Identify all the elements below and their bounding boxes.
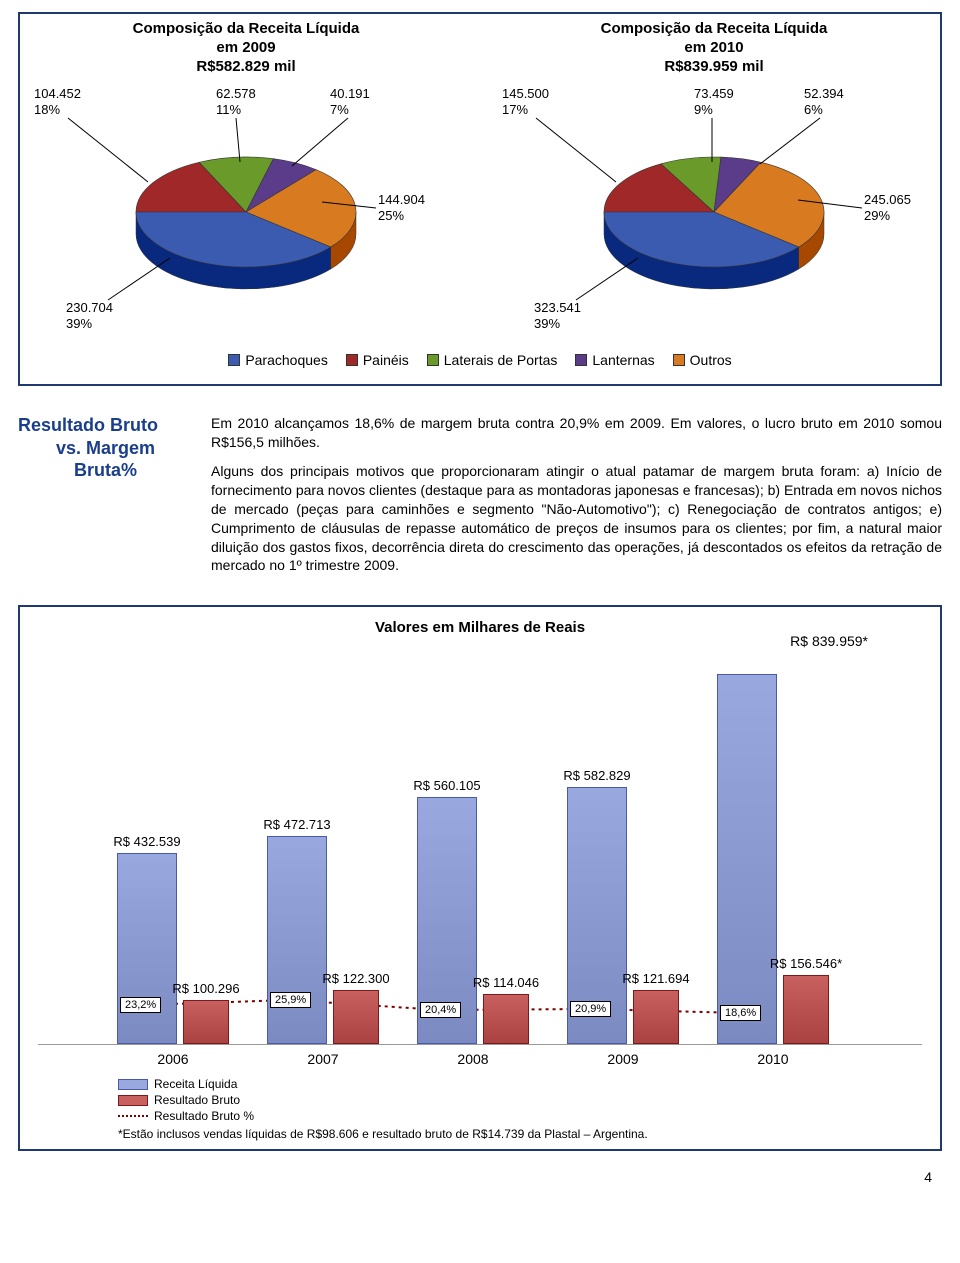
callout-2009-parachoques: 230.704 39%	[66, 300, 113, 331]
bar-legend: Receita Líquida Resultado Bruto Resultad…	[118, 1077, 922, 1123]
legend-parachoques: Parachoques	[245, 352, 328, 368]
pie-chart-2009: Composição da Receita Líquida em 2009 R$…	[30, 20, 462, 342]
section-resultado-bruto: Resultado Bruto vs. Margem Bruta% Em 201…	[18, 414, 942, 585]
bar-group-2007: R$ 472.713R$ 122.300	[248, 836, 398, 1044]
pct-box-2006: 23,2%	[120, 997, 161, 1013]
bar-chart-area: R$ 839.959*R$ 432.539R$ 100.29623,2%R$ 4…	[38, 655, 922, 1045]
bar-revenue-2010	[717, 674, 777, 1044]
callout-2010-lanternas: 52.394 6%	[804, 86, 844, 117]
legend-paineis: Painéis	[363, 352, 409, 368]
bar-label-revenue-2010: R$ 839.959*	[790, 633, 868, 649]
legend-pct: Resultado Bruto %	[154, 1109, 254, 1123]
swatch-paineis	[346, 354, 358, 366]
bar-gross-2008: R$ 114.046	[483, 994, 529, 1044]
section-para-1: Em 2010 alcançamos 18,6% de margem bruta…	[211, 414, 942, 452]
pie-2009-title: Composição da Receita Líquida em 2009 R$…	[30, 20, 462, 76]
x-axis-year-2007: 2007	[248, 1051, 398, 1067]
pct-box-2009: 20,9%	[570, 1001, 611, 1017]
bar-label-revenue-2008: R$ 560.105	[382, 778, 512, 793]
bar-group-2006: R$ 432.539R$ 100.296	[98, 853, 248, 1044]
pct-box-2007: 25,9%	[270, 992, 311, 1008]
legend-gross: Resultado Bruto	[154, 1093, 240, 1107]
swatch-parachoques	[228, 354, 240, 366]
legend-revenue: Receita Líquida	[154, 1077, 237, 1091]
bar-chart-panel: Valores em Milhares de Reais R$ 839.959*…	[18, 605, 942, 1151]
bar-gross-2009: R$ 121.694	[633, 990, 679, 1044]
line-pct	[118, 1115, 148, 1117]
bar-label-gross-2010: R$ 156.546*	[741, 956, 871, 971]
bar-gross-2010: R$ 156.546*	[783, 975, 829, 1044]
callout-2010-laterais: 73.459 9%	[694, 86, 734, 117]
x-axis-year-2006: 2006	[98, 1051, 248, 1067]
swatch-gross	[118, 1095, 148, 1106]
x-axis-year-2010: 2010	[698, 1051, 848, 1067]
pct-box-2010: 18,6%	[720, 1005, 761, 1021]
swatch-outros	[673, 354, 685, 366]
swatch-laterais	[427, 354, 439, 366]
bar-label-revenue-2007: R$ 472.713	[232, 817, 362, 832]
x-axis-year-2008: 2008	[398, 1051, 548, 1067]
pie-legend: Parachoques Painéis Laterais de Portas L…	[30, 352, 930, 368]
section-para-2: Alguns dos principais motivos que propor…	[211, 462, 942, 575]
callout-2009-laterais: 62.578 11%	[216, 86, 256, 117]
bar-group-2010: R$ 156.546*	[698, 674, 848, 1044]
callout-2010-paineis: 145.500 17%	[502, 86, 549, 117]
callout-2009-outros: 144.904 25%	[378, 192, 425, 223]
pie-chart-2010: Composição da Receita Líquida em 2010 R$…	[498, 20, 930, 342]
bar-gross-2007: R$ 122.300	[333, 990, 379, 1044]
bar-revenue-2006: R$ 432.539	[117, 853, 177, 1044]
legend-laterais: Laterais de Portas	[444, 352, 558, 368]
pie-2010-title: Composição da Receita Líquida em 2010 R$…	[498, 20, 930, 76]
callout-2010-outros: 245.065 29%	[864, 192, 911, 223]
section-body: Em 2010 alcançamos 18,6% de margem bruta…	[211, 414, 942, 585]
swatch-lanternas	[575, 354, 587, 366]
legend-outros: Outros	[690, 352, 732, 368]
bar-label-revenue-2009: R$ 582.829	[532, 768, 662, 783]
legend-lanternas: Lanternas	[592, 352, 654, 368]
pct-box-2008: 20,4%	[420, 1002, 461, 1018]
page-number: 4	[18, 1169, 942, 1185]
x-axis-year-2009: 2009	[548, 1051, 698, 1067]
swatch-revenue	[118, 1079, 148, 1090]
section-heading: Resultado Bruto vs. Margem Bruta%	[18, 414, 193, 585]
bar-gross-2006: R$ 100.296	[183, 1000, 229, 1044]
callout-2010-parachoques: 323.541 39%	[534, 300, 581, 331]
pie-chart-panel: Composição da Receita Líquida em 2009 R$…	[18, 12, 942, 386]
callout-2009-paineis: 104.452 18%	[34, 86, 81, 117]
bar-footnote: *Estão inclusos vendas líquidas de R$98.…	[118, 1127, 922, 1141]
bar-revenue-2007: R$ 472.713	[267, 836, 327, 1044]
bar-label-revenue-2006: R$ 432.539	[82, 834, 212, 849]
callout-2009-lanternas: 40.191 7%	[330, 86, 370, 117]
bar-x-axis: 20062007200820092010	[38, 1051, 922, 1067]
